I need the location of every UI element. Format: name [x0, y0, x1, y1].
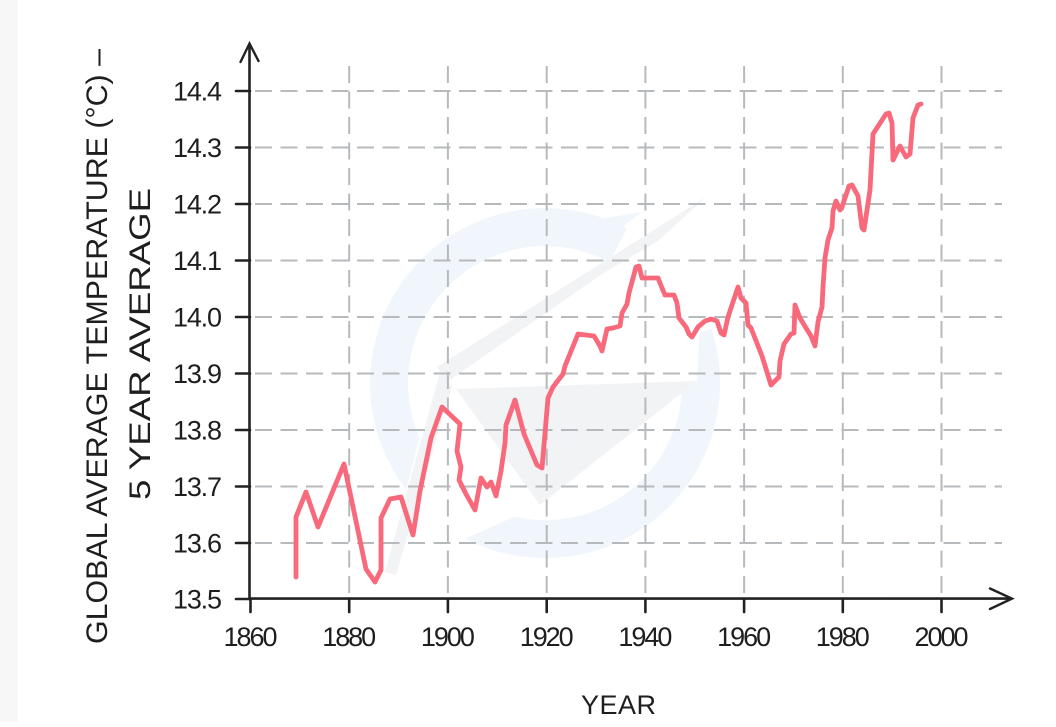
- svg-text:1940: 1940: [618, 622, 672, 652]
- svg-text:14.3: 14.3: [173, 133, 222, 163]
- svg-text:GLOBAL AVERAGE TEMPERATURE (°C: GLOBAL AVERAGE TEMPERATURE (°C) –: [81, 49, 114, 644]
- svg-text:1880: 1880: [322, 622, 376, 652]
- svg-text:13.7: 13.7: [173, 472, 222, 502]
- svg-text:5 YEAR AVERAGE: 5 YEAR AVERAGE: [124, 188, 157, 500]
- svg-text:13.9: 13.9: [173, 359, 222, 389]
- svg-text:2000: 2000: [915, 622, 969, 652]
- svg-text:YEAR: YEAR: [581, 690, 656, 720]
- svg-text:14.0: 14.0: [173, 303, 222, 333]
- svg-text:1920: 1920: [520, 622, 574, 652]
- svg-text:13.5: 13.5: [173, 585, 222, 615]
- svg-text:13.8: 13.8: [173, 416, 222, 446]
- svg-text:13.6: 13.6: [173, 529, 222, 559]
- svg-text:1900: 1900: [421, 622, 475, 652]
- svg-text:1980: 1980: [816, 622, 870, 652]
- svg-text:14.1: 14.1: [173, 246, 222, 276]
- svg-text:1860: 1860: [224, 622, 278, 652]
- svg-text:14.2: 14.2: [173, 190, 222, 220]
- svg-text:14.4: 14.4: [173, 77, 222, 107]
- svg-text:1960: 1960: [717, 622, 771, 652]
